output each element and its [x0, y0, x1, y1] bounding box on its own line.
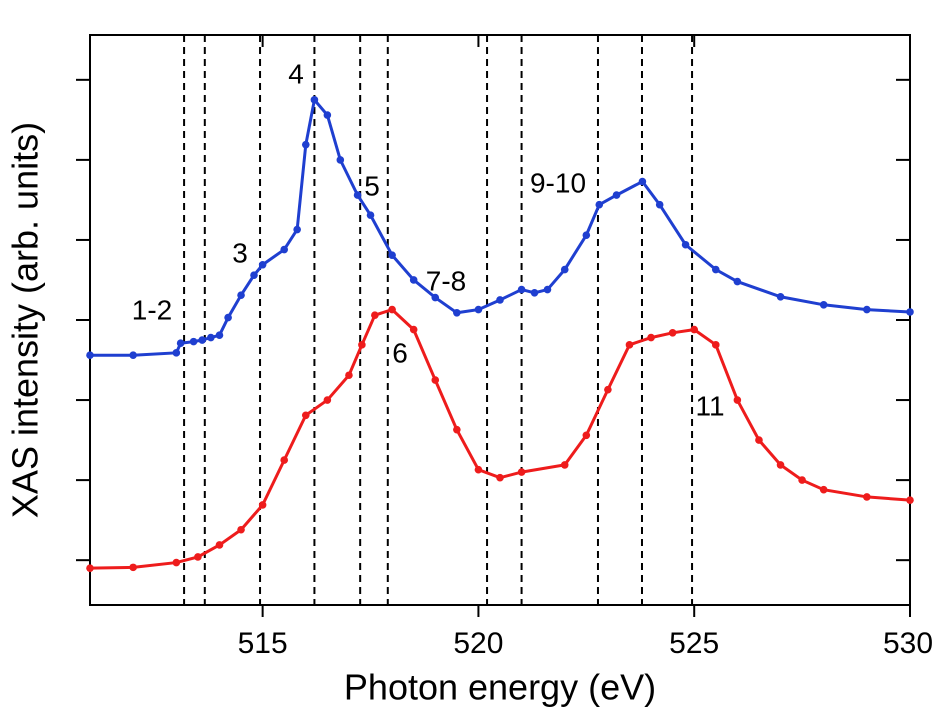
data-point	[453, 308, 461, 317]
data-point	[129, 563, 137, 572]
data-point	[474, 465, 483, 474]
data-point	[388, 305, 396, 314]
peak-label: 7-8	[426, 265, 466, 296]
x-tick-label: 520	[453, 627, 503, 660]
data-point	[129, 351, 137, 360]
data-point	[371, 311, 379, 319]
data-point	[453, 425, 461, 434]
data-point	[172, 349, 181, 357]
peak-label: 9-10	[530, 167, 586, 198]
data-point	[690, 325, 699, 334]
data-point	[409, 276, 418, 284]
data-point	[215, 541, 224, 549]
data-point	[543, 285, 552, 294]
data-point	[301, 140, 310, 149]
data-point	[258, 260, 267, 269]
data-point	[733, 396, 742, 404]
peak-label: 3	[232, 237, 248, 268]
x-tick-label: 515	[238, 627, 288, 660]
data-point	[755, 436, 763, 444]
data-point	[906, 308, 914, 316]
data-point	[798, 476, 806, 484]
data-point	[776, 461, 785, 469]
data-point	[474, 305, 483, 314]
data-point	[353, 191, 362, 199]
peak-label: 5	[364, 170, 380, 201]
data-point	[863, 493, 871, 501]
data-point	[582, 431, 591, 440]
data-point	[366, 211, 375, 219]
data-point	[345, 371, 353, 380]
data-point	[595, 200, 604, 209]
data-point	[431, 376, 440, 384]
x-tick-label: 530	[883, 627, 933, 660]
data-point	[293, 225, 301, 234]
data-point	[310, 96, 319, 104]
data-point	[409, 325, 418, 334]
data-point	[250, 271, 258, 279]
data-point	[86, 351, 94, 360]
data-point	[604, 385, 612, 394]
data-point	[496, 296, 504, 304]
x-tick-label: 525	[669, 627, 719, 660]
data-point	[668, 329, 677, 337]
data-point	[582, 231, 591, 239]
data-point	[207, 333, 215, 342]
data-point	[733, 277, 742, 286]
data-point	[560, 265, 569, 274]
data-point	[323, 111, 332, 119]
peak-label: 11	[695, 390, 724, 421]
data-point	[612, 191, 621, 199]
data-point	[189, 337, 198, 346]
spectrum-line	[89, 307, 911, 570]
data-point	[194, 553, 202, 561]
data-point	[496, 473, 504, 482]
data-point	[863, 305, 871, 314]
data-point	[224, 313, 232, 322]
data-point	[280, 245, 289, 254]
data-point	[258, 501, 267, 509]
data-point	[560, 461, 569, 469]
spectrum-line	[90, 96, 911, 357]
y-axis-label: XAS intensity (arb. units)	[5, 122, 46, 518]
data-point	[301, 411, 310, 420]
data-point	[237, 291, 245, 299]
data-point	[176, 339, 185, 348]
data-point	[819, 300, 828, 309]
data-point	[280, 456, 289, 464]
peak-label: 1-2	[132, 294, 172, 325]
data-point	[819, 485, 828, 494]
data-point	[681, 240, 690, 249]
data-point	[336, 156, 345, 164]
data-point	[711, 265, 720, 274]
peak-label: 6	[392, 337, 408, 368]
data-point	[517, 285, 526, 294]
x-axis-label: Photon energy (eV)	[344, 667, 656, 708]
data-point	[237, 525, 245, 534]
data-point	[431, 293, 440, 302]
data-point	[655, 200, 664, 209]
data-point	[198, 336, 207, 344]
data-point	[638, 177, 647, 186]
data-point	[625, 341, 634, 349]
data-point	[711, 341, 720, 349]
data-point	[776, 292, 785, 301]
data-point	[323, 396, 332, 404]
plot-frame	[89, 34, 911, 606]
data-point	[86, 564, 94, 572]
data-point	[215, 331, 224, 340]
data-point	[906, 496, 914, 504]
data-point	[530, 288, 539, 297]
data-point	[517, 468, 526, 476]
data-point	[647, 333, 655, 342]
data-point	[358, 341, 366, 349]
data-point	[388, 251, 396, 259]
peak-label: 4	[288, 58, 304, 89]
data-point	[172, 558, 181, 567]
